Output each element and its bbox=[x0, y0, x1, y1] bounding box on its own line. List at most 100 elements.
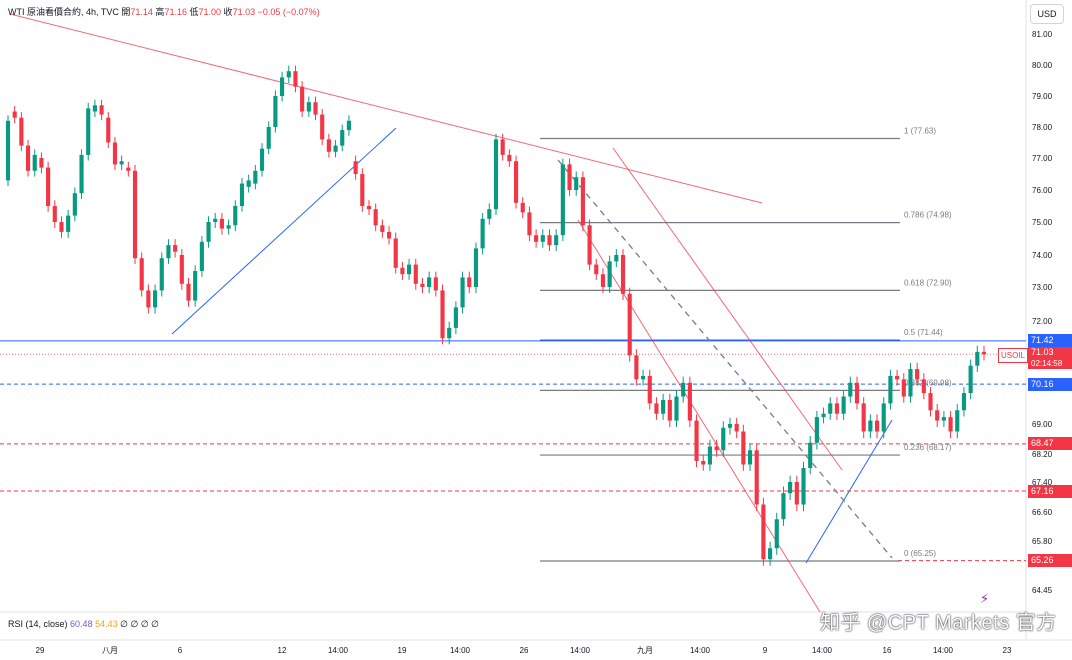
candle-body[interactable] bbox=[734, 424, 739, 432]
candle-body[interactable] bbox=[788, 482, 793, 494]
candle-body[interactable] bbox=[547, 235, 552, 246]
candle-body[interactable] bbox=[654, 403, 659, 414]
candle-body[interactable] bbox=[380, 225, 385, 232]
candle-body[interactable] bbox=[112, 142, 118, 165]
candle-body[interactable] bbox=[620, 255, 626, 294]
candle-body[interactable] bbox=[92, 105, 97, 112]
candle-body[interactable] bbox=[246, 180, 251, 187]
candle-body[interactable] bbox=[46, 167, 51, 206]
candle-body[interactable] bbox=[560, 164, 565, 236]
candle-body[interactable] bbox=[119, 161, 124, 165]
candle-body[interactable] bbox=[340, 130, 345, 146]
candle-body[interactable] bbox=[433, 277, 438, 291]
candle-body[interactable] bbox=[373, 209, 378, 226]
candle-body[interactable] bbox=[393, 238, 398, 268]
candle-body[interactable] bbox=[520, 202, 525, 213]
candle-body[interactable] bbox=[881, 403, 886, 432]
candle-body[interactable] bbox=[199, 241, 204, 271]
candle-body[interactable] bbox=[166, 245, 171, 259]
candle-body[interactable] bbox=[293, 71, 298, 87]
candle-body[interactable] bbox=[554, 235, 559, 246]
candle-body[interactable] bbox=[928, 393, 933, 411]
candle-body[interactable] bbox=[834, 403, 840, 414]
candle-body[interactable] bbox=[132, 170, 138, 259]
candle-body[interactable] bbox=[467, 277, 472, 287]
candle-body[interactable] bbox=[874, 420, 880, 432]
candle-body[interactable] bbox=[828, 403, 833, 414]
candle-body[interactable] bbox=[808, 442, 813, 468]
candle-body[interactable] bbox=[614, 255, 619, 262]
candle-body[interactable] bbox=[300, 86, 305, 112]
candle-body[interactable] bbox=[681, 382, 686, 397]
candle-body[interactable] bbox=[895, 375, 900, 380]
candle-body[interactable] bbox=[955, 410, 960, 432]
candle-body[interactable] bbox=[400, 267, 405, 275]
candle-body[interactable] bbox=[574, 177, 579, 190]
candle-body[interactable] bbox=[701, 461, 706, 465]
candle-body[interactable] bbox=[226, 225, 231, 229]
candle-body[interactable] bbox=[534, 235, 539, 242]
candle-body[interactable] bbox=[687, 382, 692, 421]
candle-body[interactable] bbox=[975, 351, 980, 366]
candle-body[interactable] bbox=[747, 450, 753, 465]
candle-body[interactable] bbox=[513, 161, 519, 203]
candle-body[interactable] bbox=[179, 255, 184, 284]
candle-body[interactable] bbox=[901, 379, 906, 397]
candle-body[interactable] bbox=[79, 154, 84, 194]
candle-body[interactable] bbox=[714, 446, 719, 451]
candle-body[interactable] bbox=[99, 105, 104, 115]
candle-body[interactable] bbox=[106, 117, 111, 143]
candle-body[interactable] bbox=[213, 218, 218, 222]
candle-body[interactable] bbox=[935, 410, 940, 421]
candle-body[interactable] bbox=[146, 290, 151, 308]
candle-body[interactable] bbox=[219, 218, 224, 229]
candle-body[interactable] bbox=[427, 277, 432, 287]
candle-body[interactable] bbox=[366, 206, 372, 210]
candle-body[interactable] bbox=[915, 369, 920, 380]
candle-body[interactable] bbox=[580, 177, 585, 226]
candle-body[interactable] bbox=[647, 375, 652, 404]
candle-body[interactable] bbox=[854, 382, 860, 404]
candle-body[interactable] bbox=[273, 96, 278, 127]
candle-body[interactable] bbox=[280, 77, 285, 96]
candle-body[interactable] bbox=[313, 102, 318, 115]
candle-body[interactable] bbox=[694, 420, 699, 461]
candle-body[interactable] bbox=[781, 493, 786, 520]
candle-body[interactable] bbox=[607, 261, 612, 287]
candle-body[interactable] bbox=[814, 417, 819, 443]
candle-body[interactable] bbox=[59, 222, 64, 232]
candle-body[interactable] bbox=[159, 258, 164, 291]
candle-body[interactable] bbox=[12, 111, 17, 118]
candle-body[interactable] bbox=[493, 139, 499, 210]
candle-body[interactable] bbox=[52, 206, 57, 222]
candle-body[interactable] bbox=[861, 403, 866, 432]
candle-body[interactable] bbox=[848, 382, 853, 397]
candle-body[interactable] bbox=[868, 420, 873, 432]
candle-body[interactable] bbox=[233, 206, 238, 226]
candle-body[interactable] bbox=[286, 71, 291, 78]
candle-body[interactable] bbox=[500, 139, 505, 155]
candle-body[interactable] bbox=[253, 170, 258, 184]
candle-body[interactable] bbox=[981, 351, 987, 355]
candle-body[interactable] bbox=[173, 245, 178, 252]
candle-body[interactable] bbox=[266, 127, 271, 149]
candle-body[interactable] bbox=[794, 482, 799, 505]
candle-body[interactable] bbox=[126, 167, 131, 171]
candle-body[interactable] bbox=[152, 290, 158, 308]
candle-body[interactable] bbox=[888, 375, 893, 404]
candle-body[interactable] bbox=[754, 450, 759, 505]
candle-body[interactable] bbox=[72, 193, 77, 216]
candle-body[interactable] bbox=[186, 283, 191, 301]
candle-body[interactable] bbox=[206, 222, 211, 242]
candle-body[interactable] bbox=[19, 117, 24, 146]
candle-body[interactable] bbox=[667, 399, 672, 421]
candle-body[interactable] bbox=[447, 327, 452, 339]
candle-body[interactable] bbox=[821, 413, 826, 418]
candle-body[interactable] bbox=[968, 365, 973, 394]
candle-body[interactable] bbox=[908, 369, 913, 397]
candle-body[interactable] bbox=[25, 145, 31, 171]
currency-button[interactable]: USD bbox=[1030, 4, 1064, 24]
candle-body[interactable] bbox=[941, 417, 946, 421]
candle-body[interactable] bbox=[440, 290, 445, 339]
candle-body[interactable] bbox=[674, 396, 679, 421]
